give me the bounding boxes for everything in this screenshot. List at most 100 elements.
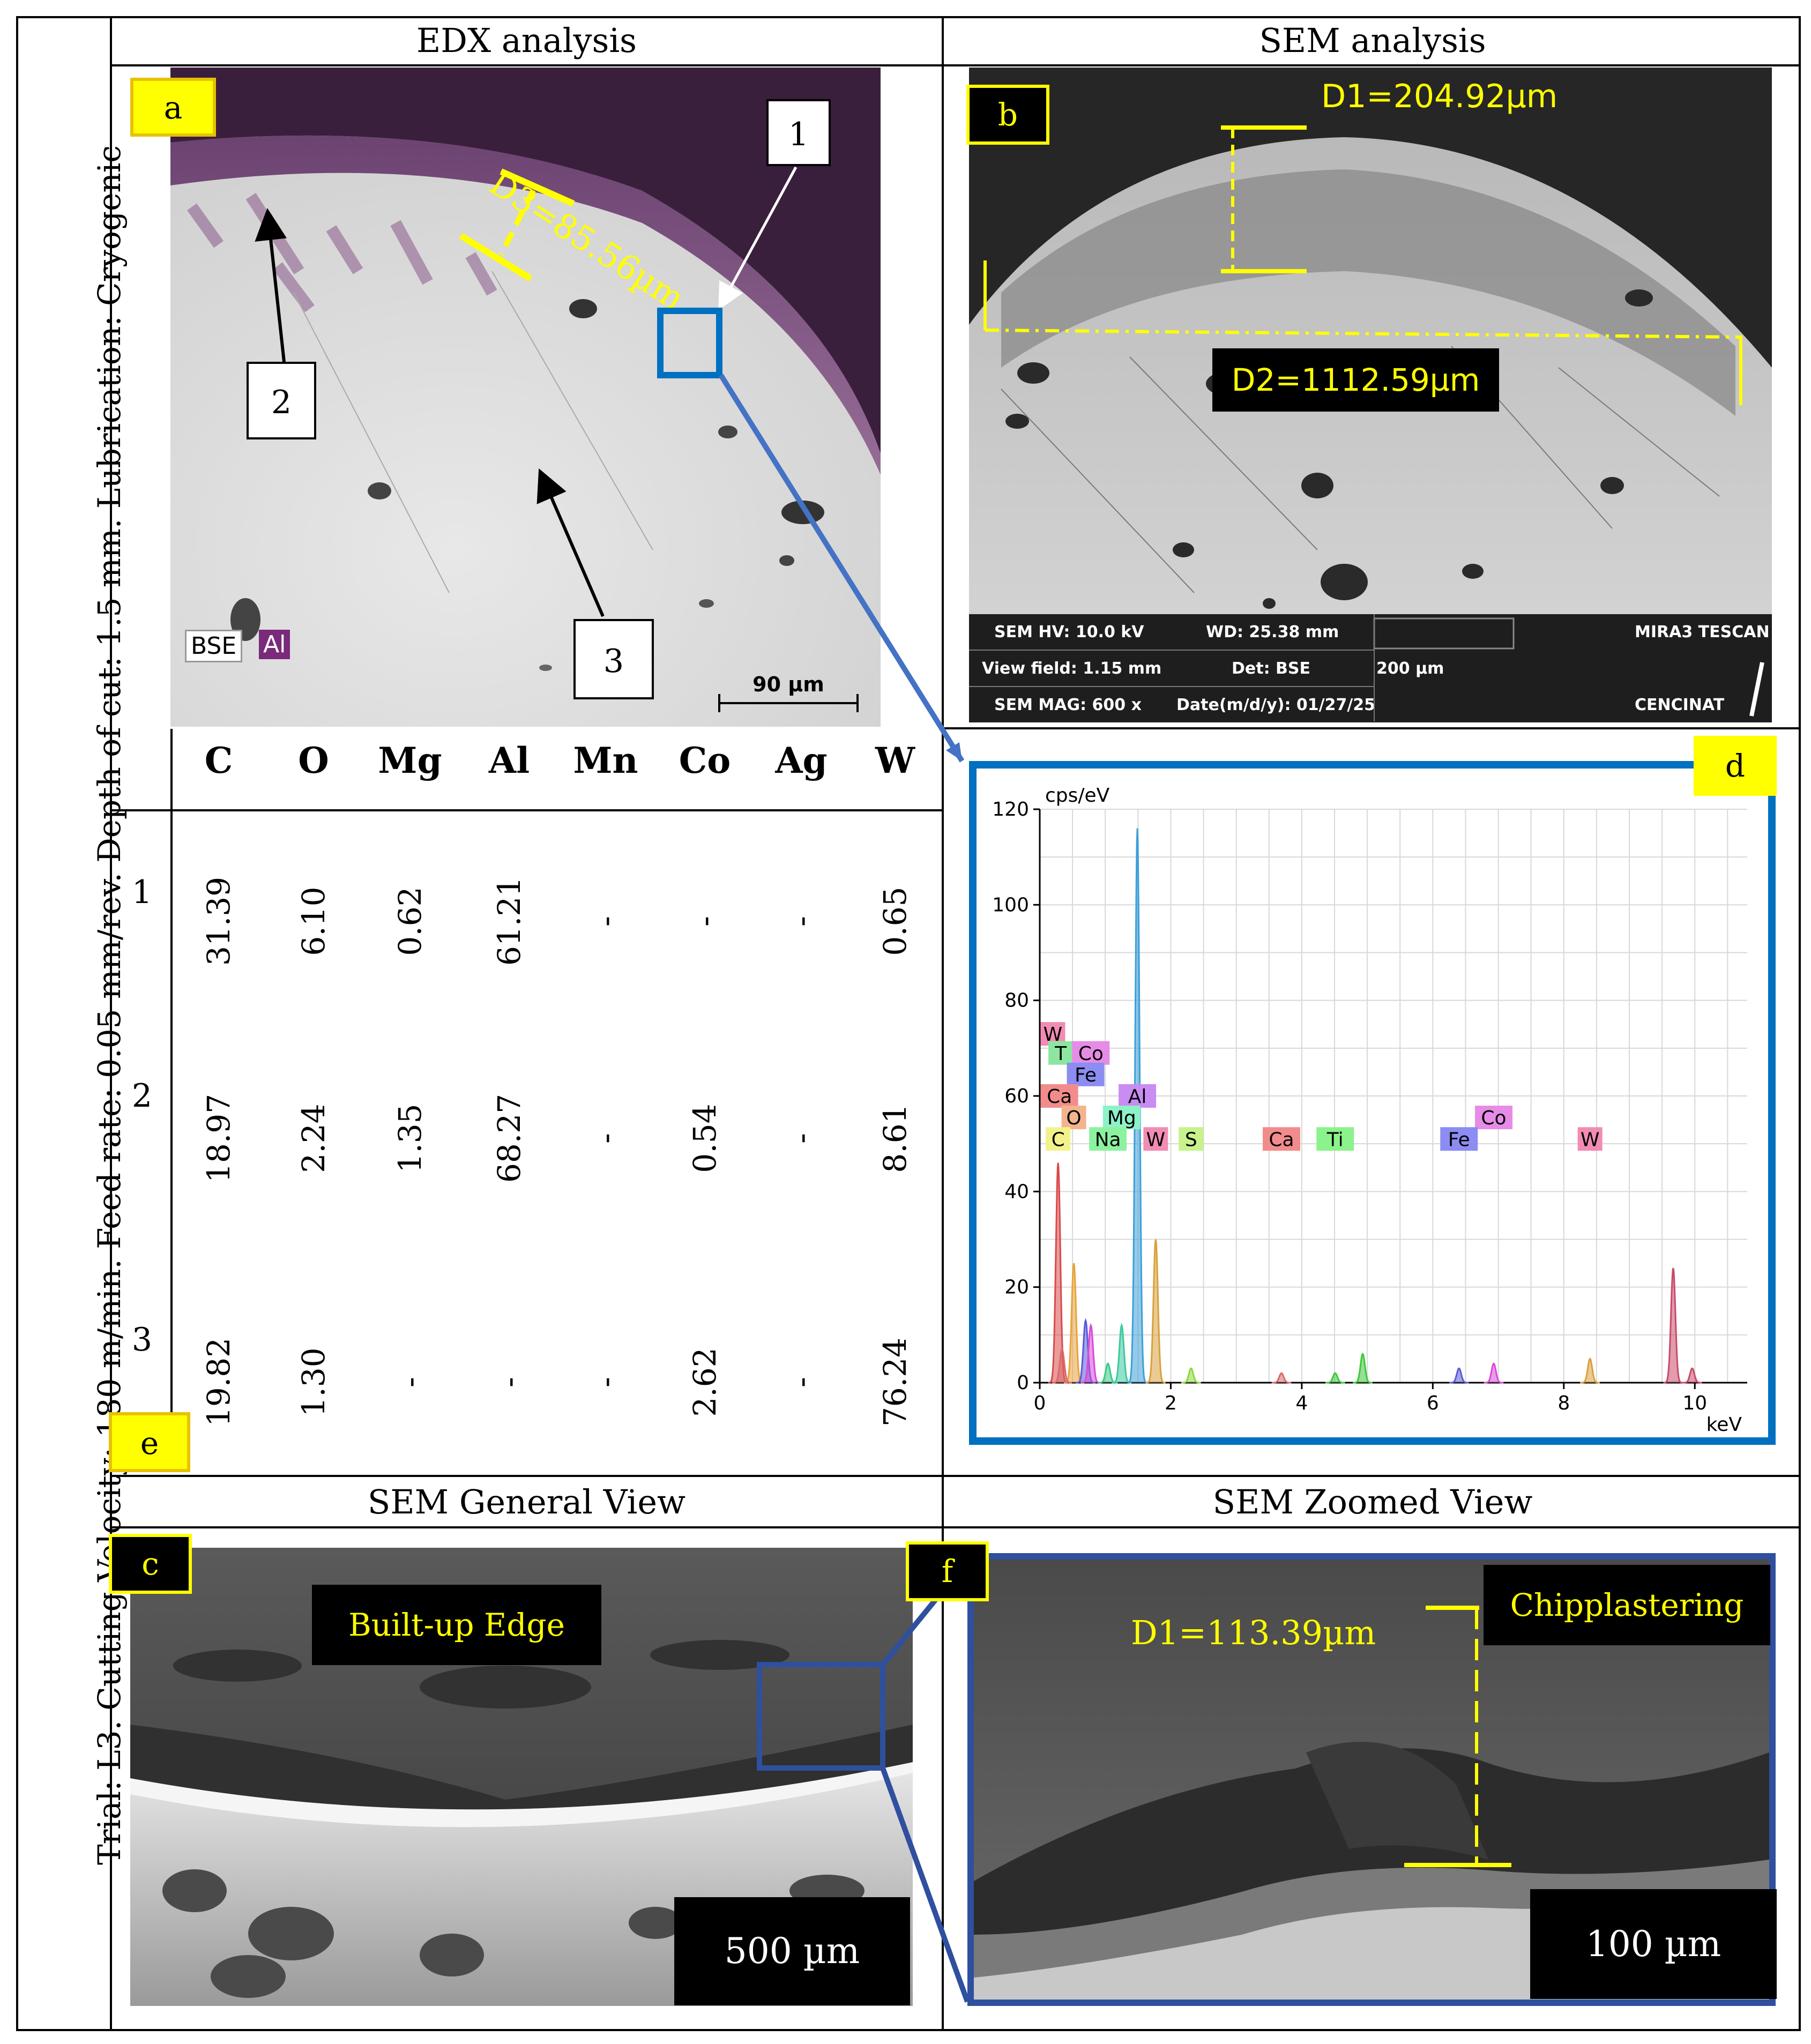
- element-label: C: [1052, 1129, 1065, 1151]
- y-tick-label: 40: [1004, 1181, 1029, 1203]
- d3-measure-marks: [459, 168, 575, 282]
- element-label: W: [1581, 1129, 1600, 1151]
- general-scale: 500 µm: [674, 1897, 910, 2005]
- panel-tag-e: e: [109, 1412, 190, 1472]
- element-label-box: [1072, 1041, 1110, 1065]
- element-label-box: [1102, 1106, 1141, 1130]
- row-label-1: 1: [131, 874, 153, 911]
- panel-tag-a: a: [130, 78, 216, 137]
- element-label: Mg: [1107, 1107, 1136, 1129]
- sem-info-mag: SEM MAG: 600 x: [994, 696, 1142, 714]
- elem-O: O: [298, 740, 329, 781]
- x-axis-label: keV: [1706, 1414, 1742, 1436]
- center-divider: [942, 16, 944, 2031]
- d1-label-f: D1=113.39µm: [1131, 1613, 1376, 1652]
- element-label-box: [1067, 1062, 1105, 1086]
- elem-C: C: [204, 740, 233, 781]
- table-vline: [170, 729, 173, 1415]
- element-label: W: [1146, 1129, 1166, 1151]
- zoomed-measure-marks: [1404, 1606, 1511, 1867]
- marker-2: 2: [247, 362, 316, 439]
- spectrum-peak: [1484, 1362, 1504, 1384]
- x-tick-label: 0: [1034, 1392, 1046, 1414]
- elem-Co: Co: [679, 740, 731, 781]
- spectrum-frame: [969, 761, 1776, 1445]
- y-tick-label: 80: [1004, 990, 1029, 1012]
- side-divider: [110, 16, 112, 2031]
- elem-Mn: Mn: [573, 740, 638, 781]
- bue-label: Built-up Edge: [312, 1585, 601, 1665]
- spectrum-peak: [1052, 1347, 1072, 1384]
- element-label-box: [1263, 1127, 1300, 1151]
- element-label: S: [1185, 1129, 1197, 1151]
- sem-info-divider-3: [1374, 614, 1375, 721]
- spectrum-peak: [1682, 1367, 1702, 1384]
- element-label: Ca: [1269, 1129, 1294, 1151]
- element-label: Co: [1481, 1107, 1506, 1129]
- bottom-section-header: [110, 1526, 1801, 1528]
- element-label-box: [1179, 1127, 1204, 1151]
- element-label: Al: [1128, 1086, 1147, 1108]
- row-label-3: 3: [131, 1321, 153, 1359]
- d1-label-b: D1=204.92µm: [1321, 78, 1558, 115]
- sem-info-viewfield: View field: 1.15 mm: [982, 659, 1162, 678]
- bottom-section-top: [110, 1475, 1801, 1477]
- elem-W: W: [875, 740, 915, 781]
- elem-Mg: Mg: [378, 740, 442, 781]
- y-tick-label: 120: [992, 799, 1029, 820]
- sem-info-scale: 200 µm: [1376, 659, 1444, 678]
- spectrum-peak: [1146, 1239, 1166, 1384]
- sem-info-brand: MIRA3 TESCAN: [1635, 623, 1770, 641]
- header-general: SEM General View: [367, 1482, 686, 1521]
- row-label-2: 2: [131, 1077, 153, 1115]
- spectrum-peak: [1353, 1352, 1373, 1384]
- sem-info-divider-1: [969, 650, 1374, 651]
- elem-Al: Al: [488, 740, 530, 781]
- sem-info-det: Det: BSE: [1232, 659, 1310, 678]
- sem-info-divider-2: [969, 686, 1374, 687]
- sem-info-lab: CENCINAT: [1635, 696, 1725, 714]
- element-label-box: [1061, 1106, 1086, 1130]
- header-zoomed: SEM Zoomed View: [1212, 1482, 1533, 1521]
- panel-tag-b: b: [966, 85, 1049, 145]
- element-label: Fe: [1448, 1129, 1470, 1151]
- header-divider-top: [110, 64, 1801, 66]
- edx-scale-label: 90 µm: [752, 673, 824, 696]
- y-tick-label: 100: [992, 894, 1029, 916]
- y-tick-label: 60: [1004, 1085, 1029, 1107]
- element-label: Fe: [1075, 1064, 1097, 1086]
- sem-image: [969, 68, 1772, 722]
- element-label-box: [1316, 1127, 1354, 1151]
- x-tick-label: 2: [1165, 1392, 1177, 1414]
- spectrum-peak: [1181, 1367, 1201, 1384]
- y-tick-label: 20: [1004, 1277, 1029, 1299]
- zoomed-scale: 100 µm: [1530, 1889, 1777, 1999]
- elem-Ag: Ag: [775, 740, 828, 781]
- element-label-box: [1089, 1127, 1127, 1151]
- sem-info-date: Date(m/d/y): 01/27/25: [1176, 696, 1376, 714]
- edx-scalebar-tick-right: [856, 694, 859, 712]
- element-label-box: [1143, 1127, 1168, 1151]
- spectrum-peak: [1325, 1372, 1345, 1384]
- panel-tag-c: c: [109, 1534, 192, 1594]
- sem-measure-marks: [983, 125, 1742, 405]
- element-label-box: [1440, 1127, 1478, 1151]
- sem-info-hv: SEM HV: 10.0 kV: [994, 623, 1144, 641]
- element-label: Ti: [1326, 1129, 1344, 1151]
- x-tick-label: 8: [1557, 1392, 1570, 1414]
- element-label: T: [1054, 1043, 1067, 1065]
- spectrum-peak: [1663, 1267, 1683, 1384]
- y-tick-label: 0: [1017, 1372, 1029, 1394]
- y-axis-label: cps/eV: [1045, 785, 1110, 807]
- sem-info-wd: WD: 25.38 mm: [1206, 623, 1339, 641]
- al-chip: Al: [259, 630, 290, 659]
- edx-scalebar-tick-left: [718, 694, 720, 712]
- marker-3: 3: [573, 619, 654, 699]
- edx-image: [170, 68, 881, 727]
- panel-tag-d: d: [1694, 736, 1777, 796]
- element-label: O: [1066, 1107, 1081, 1129]
- d2-label: D2=1112.59µm: [1212, 348, 1499, 412]
- x-tick-label: 10: [1682, 1392, 1707, 1414]
